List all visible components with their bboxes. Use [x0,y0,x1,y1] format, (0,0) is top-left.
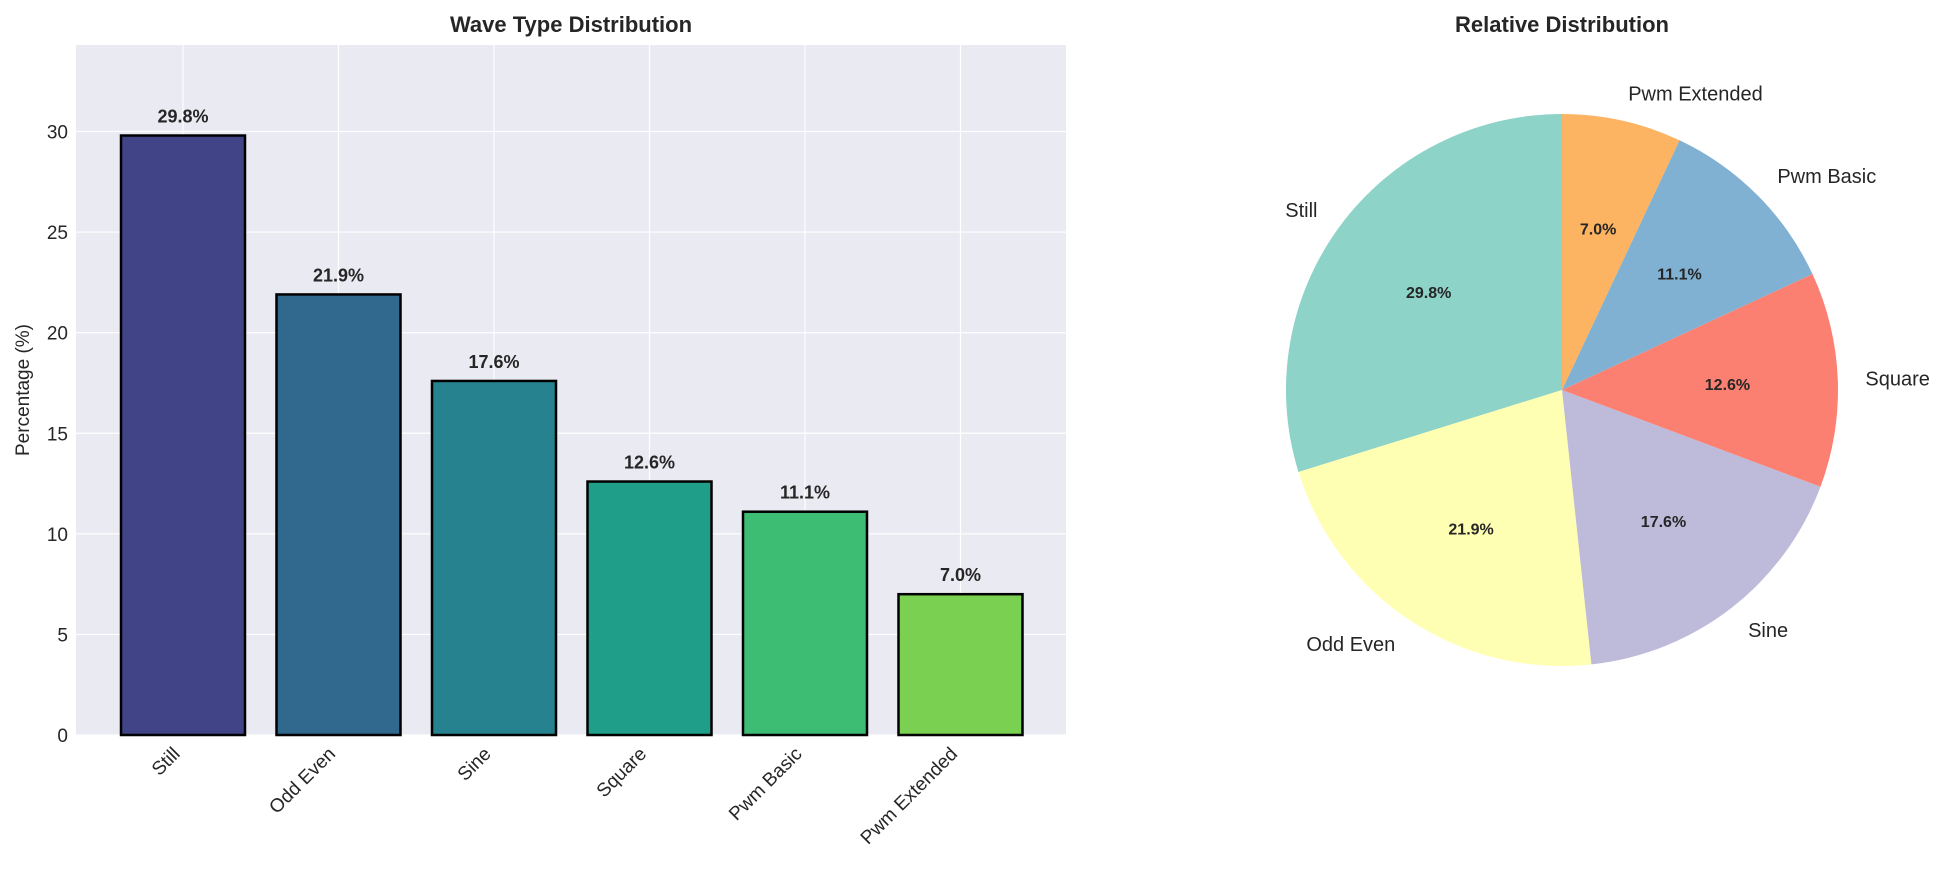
x-tick-label: Square [593,744,651,802]
x-tick-label: Pwm Extended [857,744,962,849]
pie-pct-label: 21.9% [1448,521,1493,538]
bar-value-label: 21.9% [313,265,364,285]
bar-value-label: 17.6% [468,352,519,372]
pie-slice-sine [1562,390,1821,665]
y-tick-label: 5 [57,625,68,646]
pie-slice-square [1562,274,1838,487]
x-tick-label: Pwm Basic [725,744,806,825]
pie-chart-title: Relative Distribution [1455,12,1669,37]
x-tick-label: Odd Even [265,744,340,819]
pie-pct-label: 7.0% [1580,221,1616,238]
bar-chart-title: Wave Type Distribution [450,12,692,37]
pie-pct-label: 29.8% [1406,285,1451,302]
bar-pwm-basic [741,510,869,737]
x-tick-label: Sine [454,744,496,786]
bar-value-label: 7.0% [940,565,981,585]
bar-chart: Wave Type Distribution 0 5 10 15 20 25 30 29.8… [13,12,1066,849]
pie-label: Sine [1748,620,1788,642]
pie-label: Still [1285,200,1317,222]
bar-value-label: 29.8% [157,107,208,127]
bar-value-label: 11.1% [780,483,830,503]
pie-slice-pwm-basic [1562,140,1813,390]
y-tick-label: 25 [47,223,68,244]
y-tick-label: 20 [47,324,68,345]
bar-sine [430,379,558,737]
pie-label: Odd Even [1306,634,1395,656]
bar-still [119,134,247,737]
pie-label: Pwm Basic [1777,166,1876,188]
x-tick-label: Still [148,744,185,781]
pie-label: Square [1865,369,1930,391]
pie-label: Pwm Extended [1628,84,1763,106]
y-tick-label: 10 [47,525,68,546]
pie-pct-label: 12.6% [1705,377,1750,394]
bar-square [586,480,713,737]
y-axis-label: Percentage (%) [13,324,34,456]
y-tick-label: 15 [47,424,68,445]
pie-slice-odd-even [1298,390,1592,666]
pie-pct-label: 11.1% [1657,266,1701,283]
y-tick-label: 0 [57,726,68,747]
bar-odd-even [275,293,402,737]
y-tick-label: 30 [47,123,68,144]
pie-slice-still [1286,114,1562,472]
bar-pwm-extended [897,592,1024,737]
pie-slice-pwm-extended [1562,114,1680,390]
pie-pct-label: 17.6% [1641,514,1686,531]
bar-value-label: 12.6% [624,453,675,473]
